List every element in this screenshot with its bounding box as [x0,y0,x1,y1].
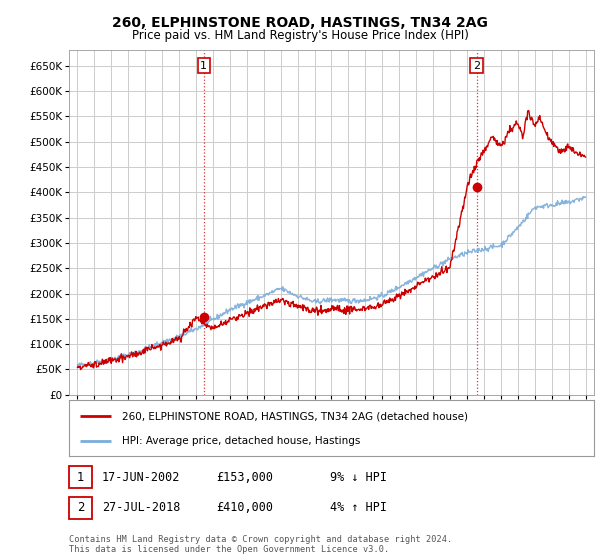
Text: 2: 2 [77,501,84,515]
Text: 27-JUL-2018: 27-JUL-2018 [102,501,181,515]
Text: £410,000: £410,000 [216,501,273,515]
Text: 4% ↑ HPI: 4% ↑ HPI [330,501,387,515]
Text: HPI: Average price, detached house, Hastings: HPI: Average price, detached house, Hast… [121,436,360,446]
Text: £153,000: £153,000 [216,470,273,484]
Text: Price paid vs. HM Land Registry's House Price Index (HPI): Price paid vs. HM Land Registry's House … [131,29,469,42]
Text: 2: 2 [473,60,480,71]
Text: Contains HM Land Registry data © Crown copyright and database right 2024.
This d: Contains HM Land Registry data © Crown c… [69,535,452,554]
Text: 260, ELPHINSTONE ROAD, HASTINGS, TN34 2AG: 260, ELPHINSTONE ROAD, HASTINGS, TN34 2A… [112,16,488,30]
Text: 17-JUN-2002: 17-JUN-2002 [102,470,181,484]
Text: 260, ELPHINSTONE ROAD, HASTINGS, TN34 2AG (detached house): 260, ELPHINSTONE ROAD, HASTINGS, TN34 2A… [121,411,467,421]
Text: 1: 1 [77,470,84,484]
Text: 1: 1 [200,60,208,71]
Text: 9% ↓ HPI: 9% ↓ HPI [330,470,387,484]
